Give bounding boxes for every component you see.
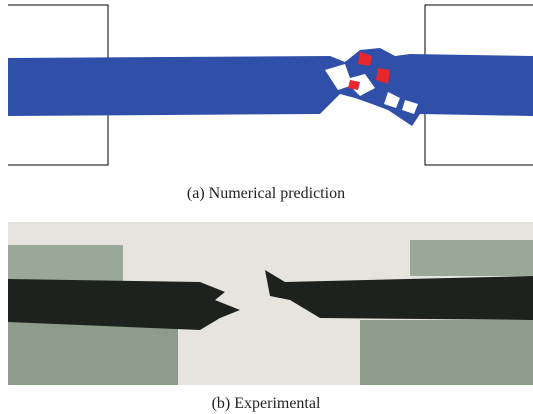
specimen-left xyxy=(8,279,240,330)
right-grip-bottom xyxy=(360,320,533,385)
right-grip-top xyxy=(410,240,533,276)
left-grip-top xyxy=(8,245,123,281)
numerical-panel: (a) Numerical prediction xyxy=(8,5,533,202)
caption: (a) Numerical prediction xyxy=(187,185,345,202)
caption: (b) Experimental xyxy=(212,395,321,412)
left-grip-bottom xyxy=(8,320,178,385)
figure: (a) Numerical prediction (b) Experimenta… xyxy=(0,0,533,414)
specimen-left xyxy=(8,48,533,126)
experimental-panel: (b) Experimental xyxy=(8,222,533,412)
